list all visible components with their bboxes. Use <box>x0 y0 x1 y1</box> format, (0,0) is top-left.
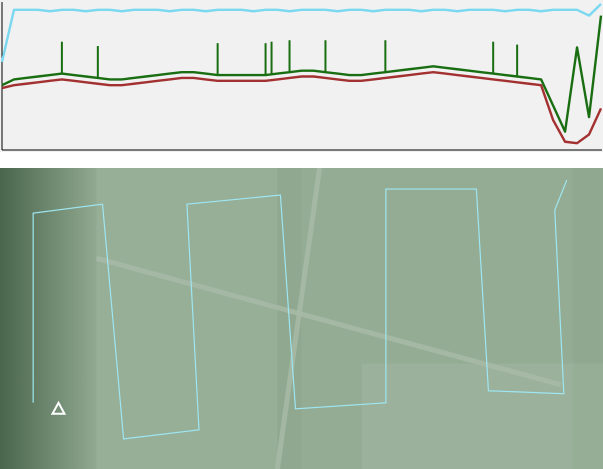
map-field-1 <box>96 168 278 469</box>
profile-series-2 <box>1 15 603 133</box>
altitude-profile-chart <box>0 0 603 152</box>
map-field-2 <box>301 168 573 469</box>
profile-series-3 <box>1 70 603 145</box>
map-field-3 <box>361 363 603 469</box>
map-road-2 <box>274 168 323 469</box>
map-svg[interactable] <box>0 168 603 469</box>
profile-chart-svg <box>0 0 603 152</box>
map-road-1 <box>95 255 562 388</box>
map-view[interactable] <box>0 168 603 469</box>
profile-series-1 <box>0 3 602 63</box>
home-marker-icon[interactable] <box>50 400 67 415</box>
map-background <box>0 168 603 469</box>
flight-path[interactable] <box>32 179 568 440</box>
map-tree-line <box>0 168 95 469</box>
